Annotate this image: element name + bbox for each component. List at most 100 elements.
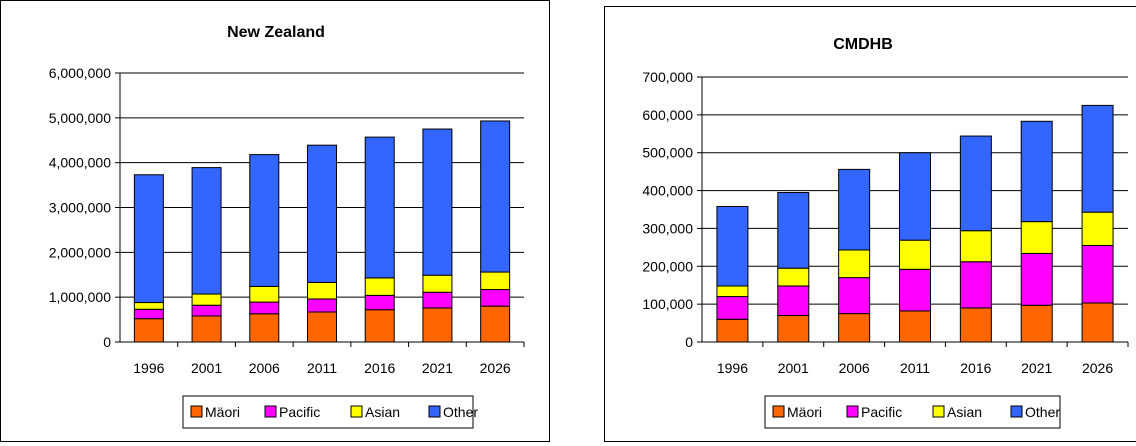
bar-segment-maori [422,307,453,343]
bar-segment-asian [959,230,992,263]
chart-title: New Zealand [227,24,325,41]
bar-segment-maori [899,310,931,343]
bar-segment-maori [480,305,511,343]
y-tick-label: 0 [103,334,111,350]
x-tick-label: 2011 [307,360,337,376]
bar-segment-maori [307,311,337,343]
legend-label-pacific: Pacific [279,404,320,420]
bar-segment-maori [191,315,222,343]
bar-segment-asian [838,249,871,279]
bar-segment-asian [1020,221,1053,254]
bar-segment-other [249,154,280,287]
bar-segment-pacific [899,268,931,312]
x-tick-label: 2011 [900,360,930,376]
bar-segment-other [716,205,749,287]
chart-panel-cmdhb: CMDHB 0 100,000 200,000 300,000 400,000 500,00… [604,6,1136,442]
y-tick-label: 600,000 [642,107,693,123]
y-tick-label: 1,000,000 [49,289,111,305]
bar-segment-maori [716,318,749,343]
bar-segment-maori [364,309,395,343]
y-tick-label: 500,000 [642,145,693,161]
bar-segment-asian [133,302,164,310]
legend-label-pacific: Pacific [861,404,902,420]
bar-segment-asian [422,274,453,293]
x-tick-label: 2026 [480,360,511,376]
x-tick-label: 2021 [1021,360,1052,376]
bar-segment-pacific [777,285,810,317]
bar-segment-pacific [133,308,164,320]
bar-segment-other [422,128,453,276]
y-tick-label: 300,000 [642,220,693,236]
bar-segment-other [1081,104,1114,213]
legend-box [182,395,474,429]
bar-segment-asian [249,285,280,303]
bar-segment-asian [899,239,931,270]
bar-segment-asian [191,293,222,306]
legend: Mäori Pacific Asian Other [764,395,1061,429]
legend-swatch-asian [350,405,363,418]
bar-segment-pacific [307,298,337,313]
bar-segment-other [959,135,992,232]
bar-segment-pacific [364,294,395,311]
bar-segment-maori [1020,304,1053,343]
bar-segment-pacific [480,289,511,307]
bar-segment-maori [959,307,992,343]
x-tick-label: 2006 [839,360,870,376]
x-tick-label: 2001 [778,360,809,376]
bar-segment-asian [777,267,810,287]
legend-label-other: Other [1025,404,1060,420]
bar-segment-other [191,167,222,295]
bar-segment-maori [777,315,810,343]
legend-swatch-maori [772,405,785,418]
y-tick-label: 400,000 [642,183,693,199]
legend-swatch-maori [190,405,203,418]
legend-swatch-pacific [264,405,277,418]
bar-segment-pacific [191,304,222,317]
legend-label-other: Other [443,404,478,420]
y-tick-label: 200,000 [642,258,693,274]
bar-segment-maori [133,318,164,343]
y-tick-label: 0 [685,334,693,350]
legend-swatch-pacific [846,405,859,418]
bar-segment-maori [1081,302,1114,343]
bar-segment-other [480,120,511,273]
bar-segment-other [307,144,337,283]
y-tick-label: 2,000,000 [49,244,111,260]
x-tick-label: 2026 [1082,360,1113,376]
x-tick-label: 1996 [717,360,748,376]
bar-segment-pacific [249,301,280,315]
bar-segment-pacific [1081,244,1114,304]
chart-cmdhb: CMDHB 0 100,000 200,000 300,000 400,000 500,00… [642,36,1129,429]
x-tick-label: 2021 [422,360,453,376]
bar-segment-asian [307,281,337,300]
bar-segment-asian [364,277,395,296]
bar-segment-pacific [959,261,992,309]
legend-swatch-asian [932,405,945,418]
legend-label-maori: Mäori [787,404,822,420]
bar-segment-pacific [716,296,749,320]
legend-label-asian: Asian [365,404,400,420]
bar-segment-other [364,136,395,279]
x-tick-label: 1996 [133,360,164,376]
legend: Mäori Pacific Asian Other [182,395,478,429]
chart-title: CMDHB [833,36,893,53]
bar-segment-pacific [1020,252,1053,306]
bar-segment-asian [716,285,749,298]
bar-segment-maori [249,313,280,343]
y-tick-label: 3,000,000 [49,200,111,216]
chart-nz: New Zealand 0 1,000,000 2,000,000 3,000,000 4… [49,24,525,429]
bar-segment-maori [838,313,871,343]
y-tick-label: 100,000 [642,296,693,312]
legend-label-asian: Asian [947,404,982,420]
x-tick-label: 2016 [960,360,991,376]
bar-segment-other [899,152,931,241]
x-tick-label: 2001 [191,360,222,376]
bar-segment-other [838,168,871,251]
legend-label-maori: Mäori [205,404,240,420]
y-tick-label: 4,000,000 [49,155,111,171]
x-tick-label: 2016 [364,360,395,376]
y-tick-label: 700,000 [642,69,693,85]
bar-segment-asian [480,271,511,291]
y-tick-label: 5,000,000 [49,110,111,126]
bar-segment-asian [1081,211,1114,246]
